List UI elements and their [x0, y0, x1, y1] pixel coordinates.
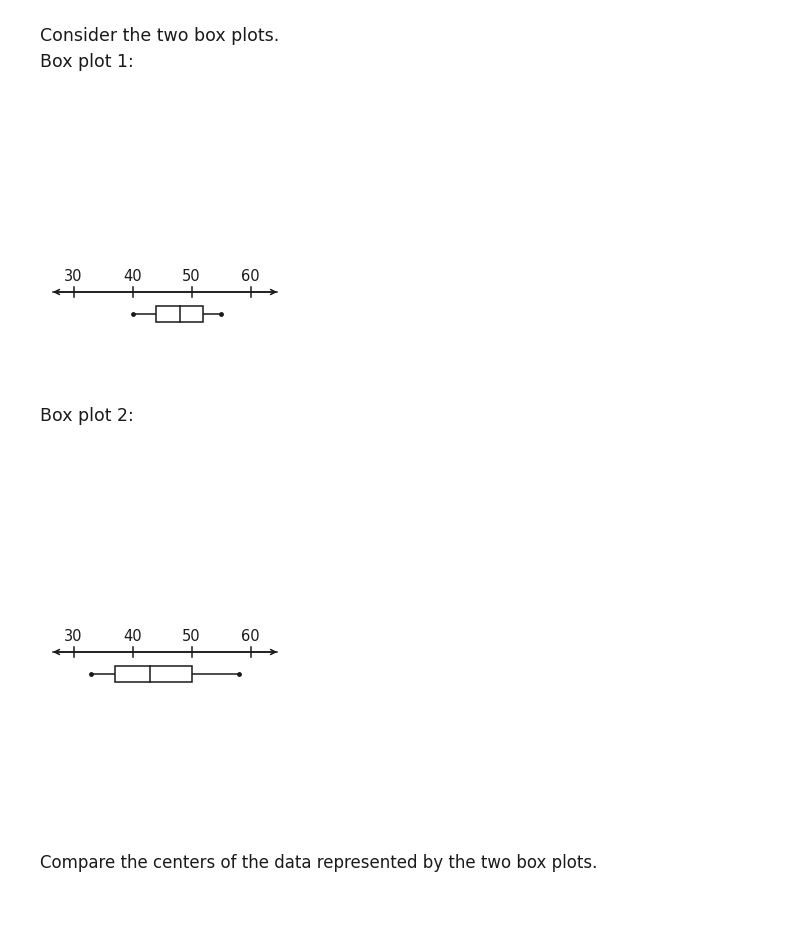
Bar — [156, 306, 203, 322]
Text: Consider the two box plots.
Box plot 1:: Consider the two box plots. Box plot 1: — [40, 27, 279, 71]
Bar — [115, 666, 191, 682]
Text: 30: 30 — [64, 629, 83, 644]
Text: 50: 50 — [182, 629, 201, 644]
Text: Compare the centers of the data represented by the two box plots.: Compare the centers of the data represen… — [40, 854, 598, 872]
Text: 30: 30 — [64, 269, 83, 284]
Text: 40: 40 — [123, 269, 142, 284]
Text: 60: 60 — [242, 629, 260, 644]
Text: 40: 40 — [123, 629, 142, 644]
Text: 60: 60 — [242, 269, 260, 284]
Text: 50: 50 — [182, 269, 201, 284]
Text: Box plot 2:: Box plot 2: — [40, 407, 134, 425]
